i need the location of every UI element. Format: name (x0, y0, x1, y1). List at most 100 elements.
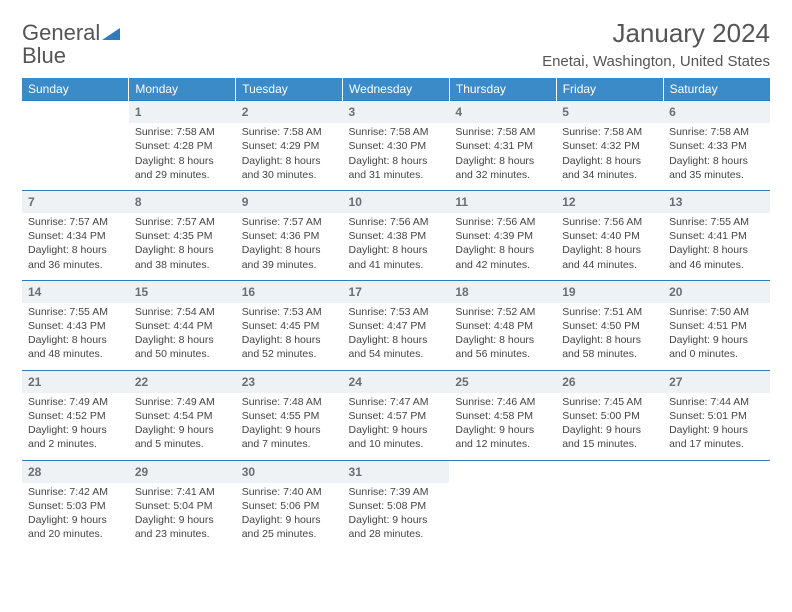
day-detail-line: Sunset: 5:08 PM (349, 499, 444, 513)
day-detail-line: Sunrise: 7:39 AM (349, 485, 444, 499)
day-number-cell: 7 (22, 190, 129, 213)
day-number-cell: 10 (343, 190, 450, 213)
day-details-cell: Sunrise: 7:51 AMSunset: 4:50 PMDaylight:… (556, 303, 663, 370)
day-detail-line: Sunrise: 7:48 AM (242, 395, 337, 409)
day-number-cell: 6 (663, 101, 770, 124)
day-detail-line: Daylight: 8 hours and 41 minutes. (349, 243, 444, 271)
day-details-cell: Sunrise: 7:46 AMSunset: 4:58 PMDaylight:… (449, 393, 556, 460)
day-detail-line: Sunset: 4:34 PM (28, 229, 123, 243)
day-detail-line: Sunrise: 7:54 AM (135, 305, 230, 319)
day-number-cell: 29 (129, 460, 236, 483)
day-number-cell: 2 (236, 101, 343, 124)
day-detail-line: Sunset: 4:36 PM (242, 229, 337, 243)
day-detail-line: Daylight: 8 hours and 50 minutes. (135, 333, 230, 361)
day-details-cell: Sunrise: 7:50 AMSunset: 4:51 PMDaylight:… (663, 303, 770, 370)
day-detail-line: Daylight: 8 hours and 29 minutes. (135, 154, 230, 182)
day-number-cell: 28 (22, 460, 129, 483)
day-details-cell (449, 483, 556, 550)
day-details-cell: Sunrise: 7:58 AMSunset: 4:33 PMDaylight:… (663, 123, 770, 190)
day-details-cell: Sunrise: 7:44 AMSunset: 5:01 PMDaylight:… (663, 393, 770, 460)
day-detail-line: Sunset: 4:31 PM (455, 139, 550, 153)
day-detail-line: Daylight: 8 hours and 58 minutes. (562, 333, 657, 361)
day-detail-line: Sunset: 4:33 PM (669, 139, 764, 153)
week-details-row: Sunrise: 7:49 AMSunset: 4:52 PMDaylight:… (22, 393, 770, 460)
location-text: Enetai, Washington, United States (542, 53, 770, 70)
day-details-cell (556, 483, 663, 550)
day-number-cell: 31 (343, 460, 450, 483)
day-detail-line: Sunset: 4:29 PM (242, 139, 337, 153)
day-number-cell: 17 (343, 280, 450, 303)
day-details-cell: Sunrise: 7:57 AMSunset: 4:34 PMDaylight:… (22, 213, 129, 280)
day-detail-line: Daylight: 8 hours and 36 minutes. (28, 243, 123, 271)
day-detail-line: Sunset: 4:30 PM (349, 139, 444, 153)
day-detail-line: Sunrise: 7:56 AM (562, 215, 657, 229)
day-number-cell: 9 (236, 190, 343, 213)
day-number-cell: 26 (556, 370, 663, 393)
day-details-cell: Sunrise: 7:55 AMSunset: 4:43 PMDaylight:… (22, 303, 129, 370)
day-detail-line: Sunset: 4:57 PM (349, 409, 444, 423)
day-detail-line: Sunset: 4:50 PM (562, 319, 657, 333)
day-details-cell: Sunrise: 7:57 AMSunset: 4:35 PMDaylight:… (129, 213, 236, 280)
day-detail-line: Daylight: 8 hours and 44 minutes. (562, 243, 657, 271)
day-detail-line: Sunset: 4:43 PM (28, 319, 123, 333)
day-detail-line: Sunrise: 7:53 AM (349, 305, 444, 319)
day-number-cell: 11 (449, 190, 556, 213)
day-details-cell: Sunrise: 7:58 AMSunset: 4:29 PMDaylight:… (236, 123, 343, 190)
day-detail-line: Daylight: 8 hours and 31 minutes. (349, 154, 444, 182)
day-detail-line: Daylight: 9 hours and 17 minutes. (669, 423, 764, 451)
week-daynum-row: 78910111213 (22, 190, 770, 213)
logo-word-2: Blue (22, 43, 66, 68)
day-number-cell: 13 (663, 190, 770, 213)
week-daynum-row: 14151617181920 (22, 280, 770, 303)
weekday-header: Thursday (449, 78, 556, 101)
weekday-header: Sunday (22, 78, 129, 101)
day-details-cell: Sunrise: 7:49 AMSunset: 4:54 PMDaylight:… (129, 393, 236, 460)
day-details-cell: Sunrise: 7:55 AMSunset: 4:41 PMDaylight:… (663, 213, 770, 280)
day-detail-line: Sunset: 4:52 PM (28, 409, 123, 423)
day-details-cell: Sunrise: 7:58 AMSunset: 4:32 PMDaylight:… (556, 123, 663, 190)
weekday-header: Monday (129, 78, 236, 101)
day-detail-line: Sunset: 5:04 PM (135, 499, 230, 513)
week-details-row: Sunrise: 7:57 AMSunset: 4:34 PMDaylight:… (22, 213, 770, 280)
day-number-cell (22, 101, 129, 124)
day-detail-line: Sunset: 4:51 PM (669, 319, 764, 333)
day-detail-line: Sunrise: 7:58 AM (242, 125, 337, 139)
day-detail-line: Daylight: 9 hours and 10 minutes. (349, 423, 444, 451)
day-detail-line: Sunset: 4:41 PM (669, 229, 764, 243)
day-detail-line: Sunrise: 7:57 AM (28, 215, 123, 229)
day-details-cell: Sunrise: 7:56 AMSunset: 4:40 PMDaylight:… (556, 213, 663, 280)
day-number-cell: 1 (129, 101, 236, 124)
week-daynum-row: 28293031 (22, 460, 770, 483)
day-number-cell: 4 (449, 101, 556, 124)
day-detail-line: Sunrise: 7:57 AM (135, 215, 230, 229)
day-detail-line: Sunset: 5:06 PM (242, 499, 337, 513)
day-details-cell: Sunrise: 7:45 AMSunset: 5:00 PMDaylight:… (556, 393, 663, 460)
day-details-cell: Sunrise: 7:49 AMSunset: 4:52 PMDaylight:… (22, 393, 129, 460)
day-detail-line: Sunrise: 7:50 AM (669, 305, 764, 319)
day-detail-line: Sunrise: 7:46 AM (455, 395, 550, 409)
day-details-cell: Sunrise: 7:42 AMSunset: 5:03 PMDaylight:… (22, 483, 129, 550)
day-details-cell: Sunrise: 7:48 AMSunset: 4:55 PMDaylight:… (236, 393, 343, 460)
day-details-cell: Sunrise: 7:58 AMSunset: 4:28 PMDaylight:… (129, 123, 236, 190)
day-detail-line: Daylight: 9 hours and 15 minutes. (562, 423, 657, 451)
day-detail-line: Sunrise: 7:55 AM (28, 305, 123, 319)
week-daynum-row: 123456 (22, 101, 770, 124)
weekday-header: Friday (556, 78, 663, 101)
day-number-cell: 22 (129, 370, 236, 393)
day-details-cell: Sunrise: 7:58 AMSunset: 4:30 PMDaylight:… (343, 123, 450, 190)
day-detail-line: Daylight: 9 hours and 20 minutes. (28, 513, 123, 541)
day-detail-line: Sunrise: 7:47 AM (349, 395, 444, 409)
day-number-cell: 8 (129, 190, 236, 213)
day-detail-line: Daylight: 8 hours and 52 minutes. (242, 333, 337, 361)
day-number-cell: 16 (236, 280, 343, 303)
day-details-cell (22, 123, 129, 190)
day-number-cell: 30 (236, 460, 343, 483)
day-detail-line: Daylight: 9 hours and 2 minutes. (28, 423, 123, 451)
day-detail-line: Daylight: 9 hours and 23 minutes. (135, 513, 230, 541)
day-number-cell: 15 (129, 280, 236, 303)
day-number-cell (663, 460, 770, 483)
weekday-header-row: Sunday Monday Tuesday Wednesday Thursday… (22, 78, 770, 101)
weekday-header: Wednesday (343, 78, 450, 101)
day-detail-line: Daylight: 8 hours and 35 minutes. (669, 154, 764, 182)
day-detail-line: Sunset: 4:38 PM (349, 229, 444, 243)
